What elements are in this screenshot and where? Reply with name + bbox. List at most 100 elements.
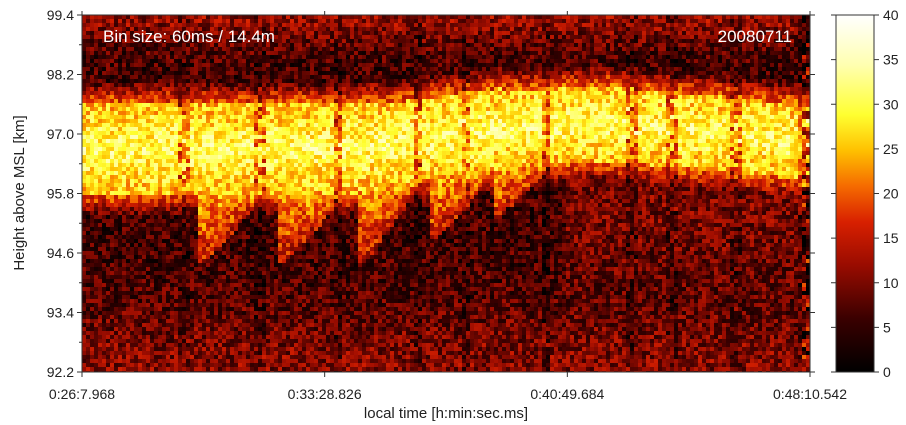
heatmap-cell (802, 103, 806, 107)
heatmap-cell (466, 91, 470, 95)
heatmap-cell (154, 39, 158, 43)
heatmap-cell (126, 27, 130, 31)
heatmap-cell (166, 95, 170, 99)
heatmap-cell (770, 95, 774, 99)
heatmap-cell (798, 55, 802, 59)
heatmap-cell (130, 63, 134, 67)
heatmap-cell (762, 47, 766, 51)
heatmap-cell (82, 51, 86, 55)
heatmap-cell (402, 43, 406, 47)
heatmap-cell (630, 75, 634, 79)
heatmap-cell (298, 67, 302, 71)
heatmap-cell (762, 51, 766, 55)
heatmap-cell (458, 31, 462, 35)
heatmap-cell (146, 119, 150, 123)
heatmap-cell (338, 15, 342, 19)
heatmap-cell (110, 103, 114, 107)
heatmap-cell (370, 103, 374, 107)
heatmap-cell (338, 99, 342, 103)
heatmap-cell (354, 43, 358, 47)
heatmap-cell (146, 47, 150, 51)
heatmap-cell (358, 71, 362, 75)
heatmap-cell (430, 79, 434, 83)
heatmap-cell (514, 23, 518, 27)
heatmap-cell (150, 55, 154, 59)
heatmap-cell (462, 23, 466, 27)
heatmap-cell (598, 47, 602, 51)
heatmap-cell (138, 23, 142, 27)
heatmap-cell (682, 47, 686, 51)
heatmap-cell (430, 87, 434, 91)
heatmap-cell (174, 83, 178, 87)
heatmap-cell (426, 35, 430, 39)
heatmap-cell (278, 87, 282, 91)
heatmap-cell (546, 15, 550, 19)
heatmap-cell (786, 43, 790, 47)
heatmap-cell (342, 123, 346, 127)
heatmap-cell (774, 111, 778, 115)
heatmap-cell (598, 51, 602, 55)
heatmap-cell (290, 39, 294, 43)
heatmap-cell (546, 39, 550, 43)
heatmap-cell (394, 27, 398, 31)
heatmap-cell (370, 23, 374, 27)
heatmap-cell (518, 75, 522, 79)
heatmap-cell (158, 39, 162, 43)
heatmap-cell (150, 43, 154, 47)
heatmap-cell (138, 95, 142, 99)
heatmap-cell (254, 111, 258, 115)
heatmap-cell (582, 67, 586, 71)
heatmap-cell (710, 19, 714, 23)
heatmap-cell (346, 79, 350, 83)
heatmap-cell (454, 103, 458, 107)
heatmap-cell (438, 23, 442, 27)
heatmap-cell (530, 67, 534, 71)
heatmap-cell (758, 75, 762, 79)
heatmap-cell (478, 55, 482, 59)
heatmap-cell (670, 95, 674, 99)
heatmap-cell (262, 75, 266, 79)
heatmap-cell (622, 79, 626, 83)
heatmap-cell (786, 91, 790, 95)
heatmap-cell (726, 111, 730, 115)
heatmap-cell (710, 107, 714, 111)
heatmap-cell (630, 111, 634, 115)
heatmap-cell (366, 103, 370, 107)
heatmap-cell (690, 39, 694, 43)
heatmap-cell (798, 23, 802, 27)
heatmap-cell (382, 47, 386, 51)
heatmap-cell (130, 55, 134, 59)
heatmap-cell (638, 79, 642, 83)
heatmap-cell (414, 123, 418, 127)
heatmap-cell (194, 115, 198, 119)
heatmap-cell (342, 75, 346, 79)
heatmap-cell (762, 39, 766, 43)
heatmap-cell (158, 107, 162, 111)
heatmap-cell (662, 87, 666, 91)
heatmap-cell (342, 91, 346, 95)
heatmap-cell (518, 95, 522, 99)
heatmap-cell (302, 87, 306, 91)
heatmap-cell (206, 47, 210, 51)
heatmap-cell (370, 47, 374, 51)
heatmap-cell (250, 75, 254, 79)
heatmap-cell (206, 55, 210, 59)
heatmap-cell (250, 15, 254, 19)
heatmap-cell (138, 87, 142, 91)
heatmap-cell (690, 103, 694, 107)
heatmap-cell (174, 43, 178, 47)
heatmap-cell (538, 95, 542, 99)
heatmap-cell (326, 47, 330, 51)
heatmap-cell (150, 99, 154, 103)
heatmap-cell (178, 23, 182, 27)
heatmap-cell (426, 51, 430, 55)
heatmap-cell (402, 55, 406, 59)
heatmap-cell (570, 39, 574, 43)
heatmap-cell (766, 19, 770, 23)
heatmap-cell (574, 103, 578, 107)
heatmap-cell (790, 95, 794, 99)
heatmap-cell (662, 111, 666, 115)
heatmap-cell (110, 31, 114, 35)
heatmap-cell (566, 27, 570, 31)
heatmap-cell (194, 19, 198, 23)
